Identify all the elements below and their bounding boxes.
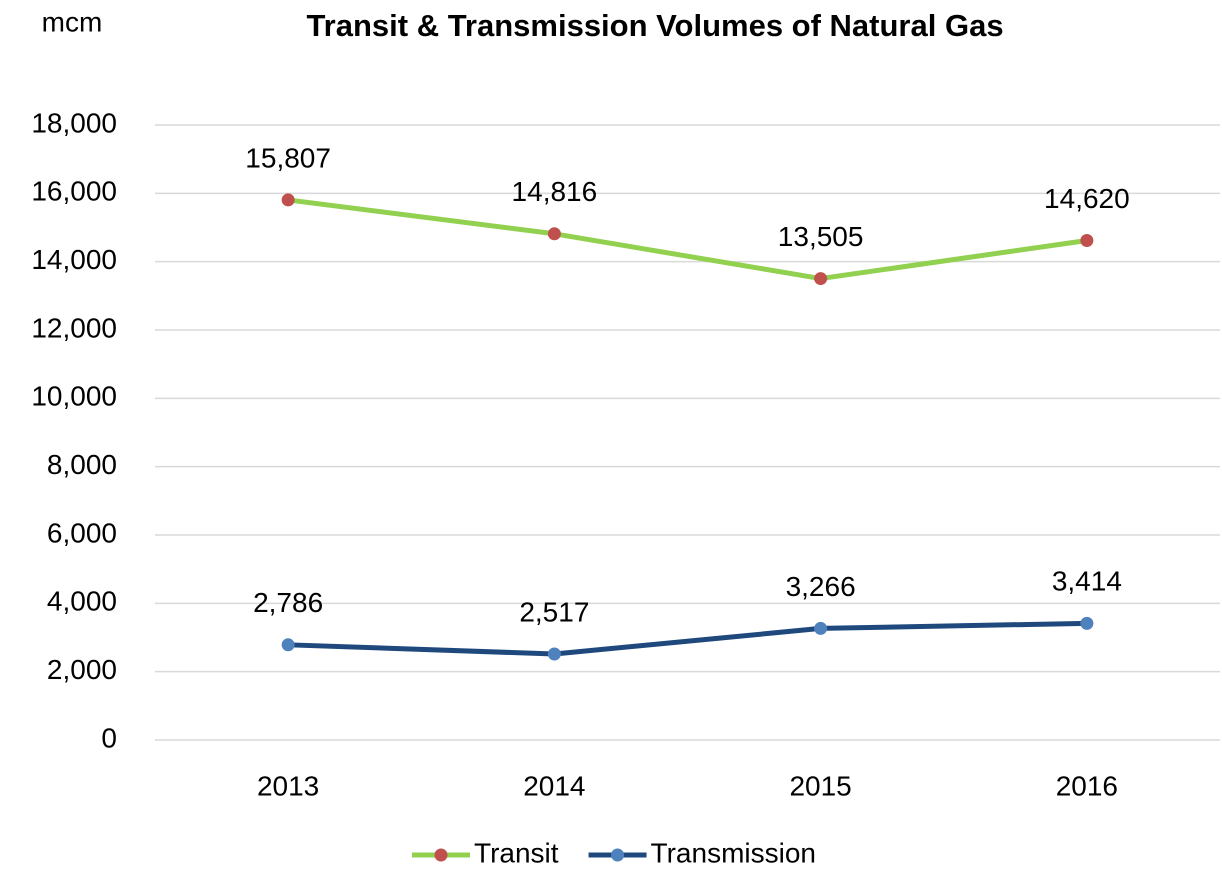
legend-marker xyxy=(434,848,448,862)
x-tick-label: 2014 xyxy=(523,770,585,801)
legend-marker xyxy=(611,848,625,862)
data-label: 2,786 xyxy=(253,587,323,618)
y-tick-label: 18,000 xyxy=(31,107,117,138)
y-tick-label: 14,000 xyxy=(31,244,117,275)
data-label: 14,816 xyxy=(512,176,598,207)
legend-label: Transit xyxy=(474,837,559,868)
x-tick-label: 2013 xyxy=(257,770,319,801)
data-point xyxy=(547,227,561,241)
data-point xyxy=(1080,233,1094,247)
data-point xyxy=(814,621,828,635)
data-point xyxy=(814,272,828,286)
legend-label: Transmission xyxy=(651,837,816,868)
data-point xyxy=(547,647,561,661)
y-tick-label: 8,000 xyxy=(47,449,117,480)
y-tick-label: 6,000 xyxy=(47,517,117,548)
y-tick-label: 16,000 xyxy=(31,176,117,207)
x-tick-label: 2015 xyxy=(789,770,851,801)
chart-title: Transit & Transmission Volumes of Natura… xyxy=(306,8,1003,43)
data-label: 3,414 xyxy=(1052,566,1122,597)
data-point xyxy=(1080,616,1094,630)
data-point xyxy=(281,638,295,652)
series-line xyxy=(288,620,1087,657)
y-tick-label: 12,000 xyxy=(31,312,117,343)
y-axis-label: mcm xyxy=(42,6,103,37)
x-tick-label: 2016 xyxy=(1056,770,1118,801)
y-tick-label: 0 xyxy=(101,722,117,753)
data-label: 15,807 xyxy=(245,142,331,173)
y-tick-label: 2,000 xyxy=(47,654,117,685)
data-label: 2,517 xyxy=(519,596,589,627)
data-label: 13,505 xyxy=(778,221,864,252)
data-label: 14,620 xyxy=(1044,183,1130,214)
y-tick-label: 4,000 xyxy=(47,586,117,617)
y-tick-label: 10,000 xyxy=(31,381,117,412)
data-point xyxy=(281,193,295,207)
series-line xyxy=(287,197,1088,282)
data-label: 3,266 xyxy=(786,571,856,602)
